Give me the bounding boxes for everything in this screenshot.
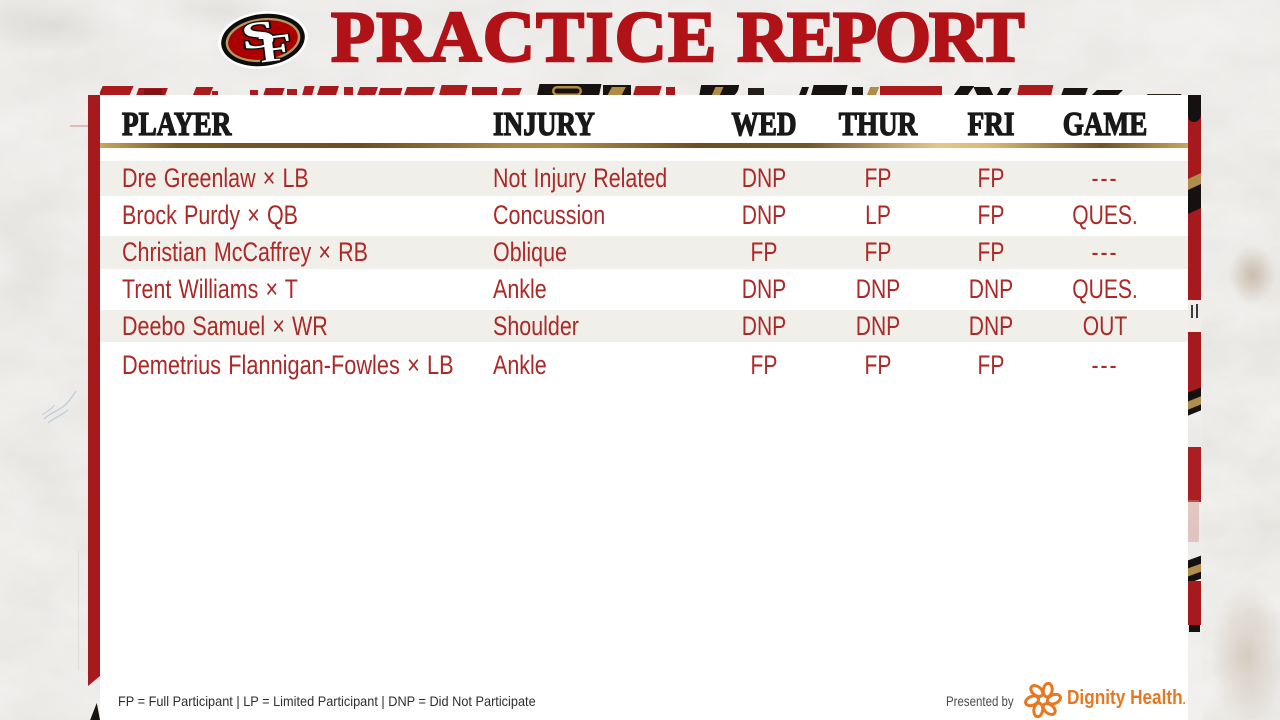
svg-text:S: S xyxy=(239,13,278,59)
svg-text:S: S xyxy=(239,13,278,59)
svg-text:F: F xyxy=(257,26,295,72)
svg-text:F: F xyxy=(257,26,295,72)
